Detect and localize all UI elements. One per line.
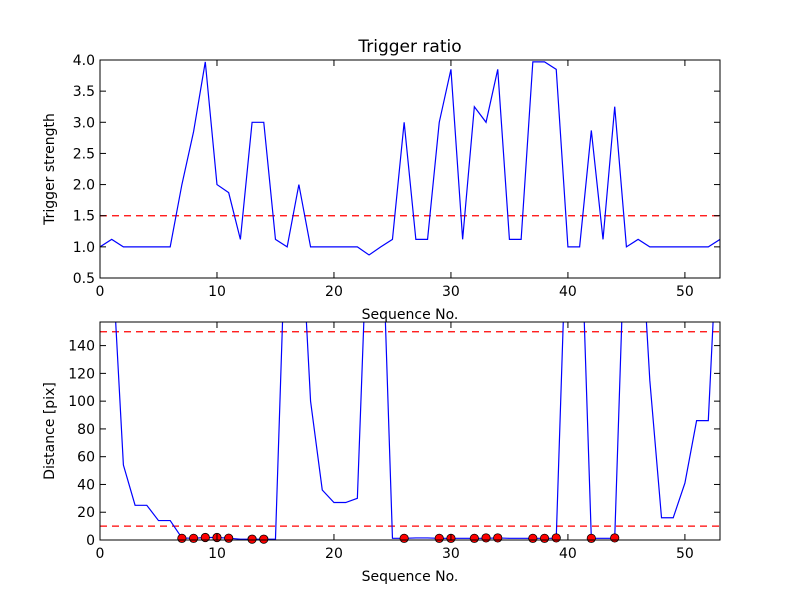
y-tick-label: 3.5 xyxy=(73,84,95,100)
data-point-marker xyxy=(481,533,491,543)
chart-title: Trigger ratio xyxy=(357,37,461,57)
y-tick-label: 120 xyxy=(68,366,95,382)
series-line-bottom-0 xyxy=(115,322,714,540)
y-tick-label: 1.5 xyxy=(73,209,95,225)
x-tick-label: 10 xyxy=(208,284,226,300)
data-point-marker xyxy=(188,533,199,543)
data-point-marker xyxy=(399,533,409,543)
x-tick-label: 0 xyxy=(96,284,105,300)
data-point-marker xyxy=(551,533,561,543)
y-tick-label: 0.5 xyxy=(73,271,95,287)
x-tick-label: 10 xyxy=(208,546,226,562)
y-tick-label: 0 xyxy=(86,533,95,549)
data-point-marker xyxy=(539,533,550,543)
data-point-marker xyxy=(528,533,538,543)
x-tick-label: 50 xyxy=(676,546,694,562)
axes-frame-bottom xyxy=(99,321,721,541)
y-tick-label: 1.0 xyxy=(73,240,95,256)
y-tick-label: 140 xyxy=(68,339,95,355)
data-point-marker xyxy=(224,533,234,543)
y-axis-label: Distance [pix] xyxy=(42,382,58,480)
x-tick-label: 40 xyxy=(559,546,577,562)
y-tick-label: 100 xyxy=(68,394,95,410)
data-point-marker xyxy=(177,533,187,543)
y-tick-label: 60 xyxy=(77,450,95,466)
x-tick-label: 30 xyxy=(442,284,460,300)
x-tick-label: 20 xyxy=(325,546,343,562)
y-tick-label: 80 xyxy=(77,422,95,438)
x-axis-label: Sequence No. xyxy=(362,569,459,585)
series-line-top-0 xyxy=(100,61,720,256)
data-point-marker xyxy=(493,533,503,543)
x-tick-label: 20 xyxy=(325,284,343,300)
data-point-marker xyxy=(586,533,596,543)
plot-bottom: 0 10 20 30 40 50 0 20 40 60 80 100 120 140 Sequence No… xyxy=(42,321,721,585)
y-tick-label: 3.0 xyxy=(73,115,95,131)
x-axis-label: Sequence No. xyxy=(362,307,459,323)
y-axis-label: Trigger strength xyxy=(42,113,58,226)
y-tick-label: 2.0 xyxy=(73,178,95,194)
data-point-marker xyxy=(247,534,257,544)
x-tick-label: 40 xyxy=(559,284,577,300)
plot-top: 0 10 20 30 40 50 0.5 1.0 1.5 2.0 2.5 3.0 3.5 4.0 Trigg… xyxy=(42,37,721,323)
y-tick-label: 40 xyxy=(77,477,95,493)
data-point-marker xyxy=(469,533,479,543)
y-tick-label: 4.0 xyxy=(73,53,95,69)
axes-frame-top xyxy=(99,59,721,279)
data-point-marker xyxy=(610,533,620,543)
x-tick-label: 50 xyxy=(676,284,694,300)
x-tick-label: 30 xyxy=(442,546,460,562)
y-tick-label: 2.5 xyxy=(73,146,95,162)
data-point-marker xyxy=(434,533,444,543)
x-tick-label: 0 xyxy=(96,546,105,562)
y-tick-label: 20 xyxy=(77,505,95,521)
data-point-marker xyxy=(259,534,269,544)
